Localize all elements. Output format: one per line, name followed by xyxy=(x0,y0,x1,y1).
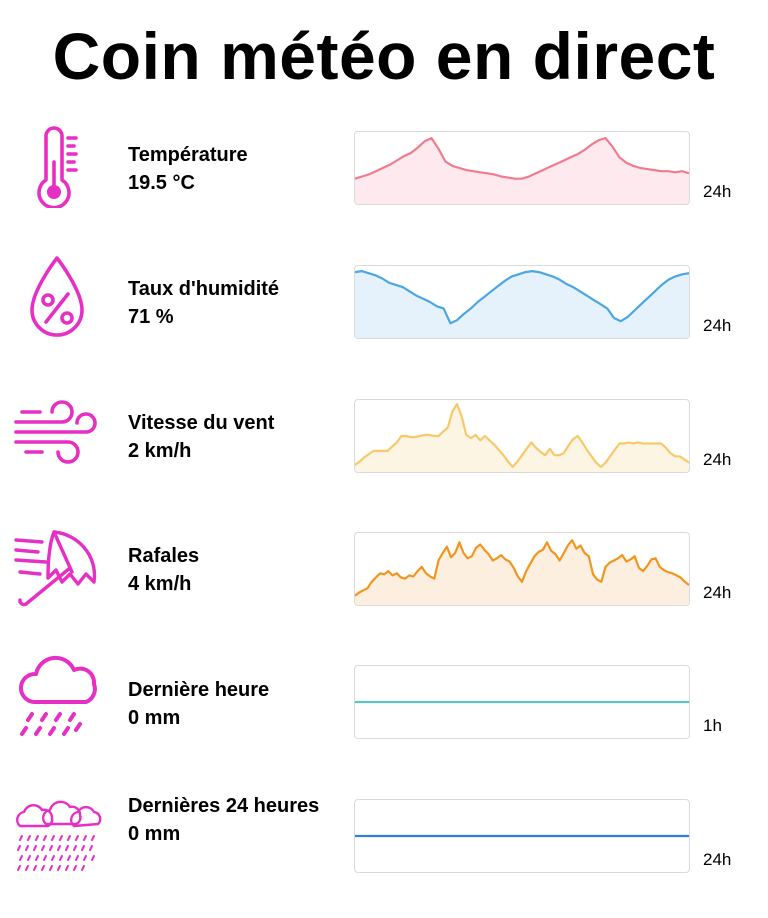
page-title: Coin météo en direct xyxy=(52,19,716,93)
metric-value: 0 mm xyxy=(128,823,181,845)
metric-label-humidity: Taux d'humidité 71 % xyxy=(128,275,338,331)
row-rain-1h: Dernière heure 0 mm 1h xyxy=(0,650,768,784)
metric-label-temperature: Température 19.5 °C xyxy=(128,141,338,197)
sparkline-svg xyxy=(355,400,689,472)
rain-cloud-icon xyxy=(12,654,102,744)
period-label: 24h xyxy=(703,583,732,602)
umbrella-gust-icon xyxy=(12,520,102,610)
period-label: 24h xyxy=(703,182,732,201)
metric-label-rain-24h: Dernières 24 heures 0 mm xyxy=(128,792,338,848)
sparkline-area xyxy=(355,271,689,338)
sparkline-gusts[interactable] xyxy=(354,532,690,606)
sparkline-svg xyxy=(355,800,689,872)
sparkline-line xyxy=(355,138,689,179)
metric-name: Température xyxy=(128,144,248,166)
metric-label-wind: Vitesse du vent 2 km/h xyxy=(128,409,338,465)
sparkline-wind[interactable] xyxy=(354,399,690,473)
metric-value: 2 km/h xyxy=(128,440,192,462)
sparkline-humidity[interactable] xyxy=(354,265,690,339)
metric-name: Dernière heure xyxy=(128,679,270,701)
humidity-drop-percent-icon xyxy=(12,252,102,342)
metric-name: Rafales xyxy=(128,545,200,567)
sparkline-rain-24h[interactable] xyxy=(354,799,690,873)
wind-icon xyxy=(12,386,102,476)
sparkline-line xyxy=(355,404,689,467)
sparkline-line xyxy=(355,540,689,596)
row-wind: Vitesse du vent 2 km/h 24h xyxy=(0,382,768,516)
sparkline-temperature[interactable] xyxy=(354,131,690,205)
sparkline-svg xyxy=(355,266,689,338)
rain-clouds-icon xyxy=(12,788,102,878)
sparkline-svg xyxy=(355,533,689,605)
sparkline-svg xyxy=(355,132,689,204)
row-rain-24h: Dernières 24 heures 0 mm 24h xyxy=(0,784,768,918)
sparkline-area xyxy=(355,404,689,472)
thermometer-icon xyxy=(12,118,102,208)
period-label: 1h xyxy=(703,716,722,735)
metric-value: 0 mm xyxy=(128,707,181,729)
period-label: 24h xyxy=(703,450,732,469)
metric-name: Vitesse du vent xyxy=(128,412,275,434)
metric-value: 71 % xyxy=(128,306,174,328)
period-label: 24h xyxy=(703,316,732,335)
metric-name: Taux d'humidité xyxy=(128,278,280,300)
metric-name: Dernières 24 heures xyxy=(128,795,320,817)
metric-label-rain-1h: Dernière heure 0 mm xyxy=(128,676,338,732)
sparkline-area xyxy=(355,138,689,204)
metric-value: 19.5 °C xyxy=(128,172,195,194)
period-label: 24h xyxy=(703,850,732,869)
sparkline-line xyxy=(355,271,689,323)
row-temperature: Température 19.5 °C 24h xyxy=(0,114,768,248)
sparkline-area xyxy=(355,540,689,605)
metric-label-gusts: Rafales 4 km/h xyxy=(128,542,338,598)
sparkline-svg xyxy=(355,666,689,738)
metric-value: 4 km/h xyxy=(128,573,192,595)
sparkline-rain-1h[interactable] xyxy=(354,665,690,739)
row-humidity: Taux d'humidité 71 % 24h xyxy=(0,248,768,382)
row-gusts: Rafales 4 km/h 24h xyxy=(0,516,768,650)
